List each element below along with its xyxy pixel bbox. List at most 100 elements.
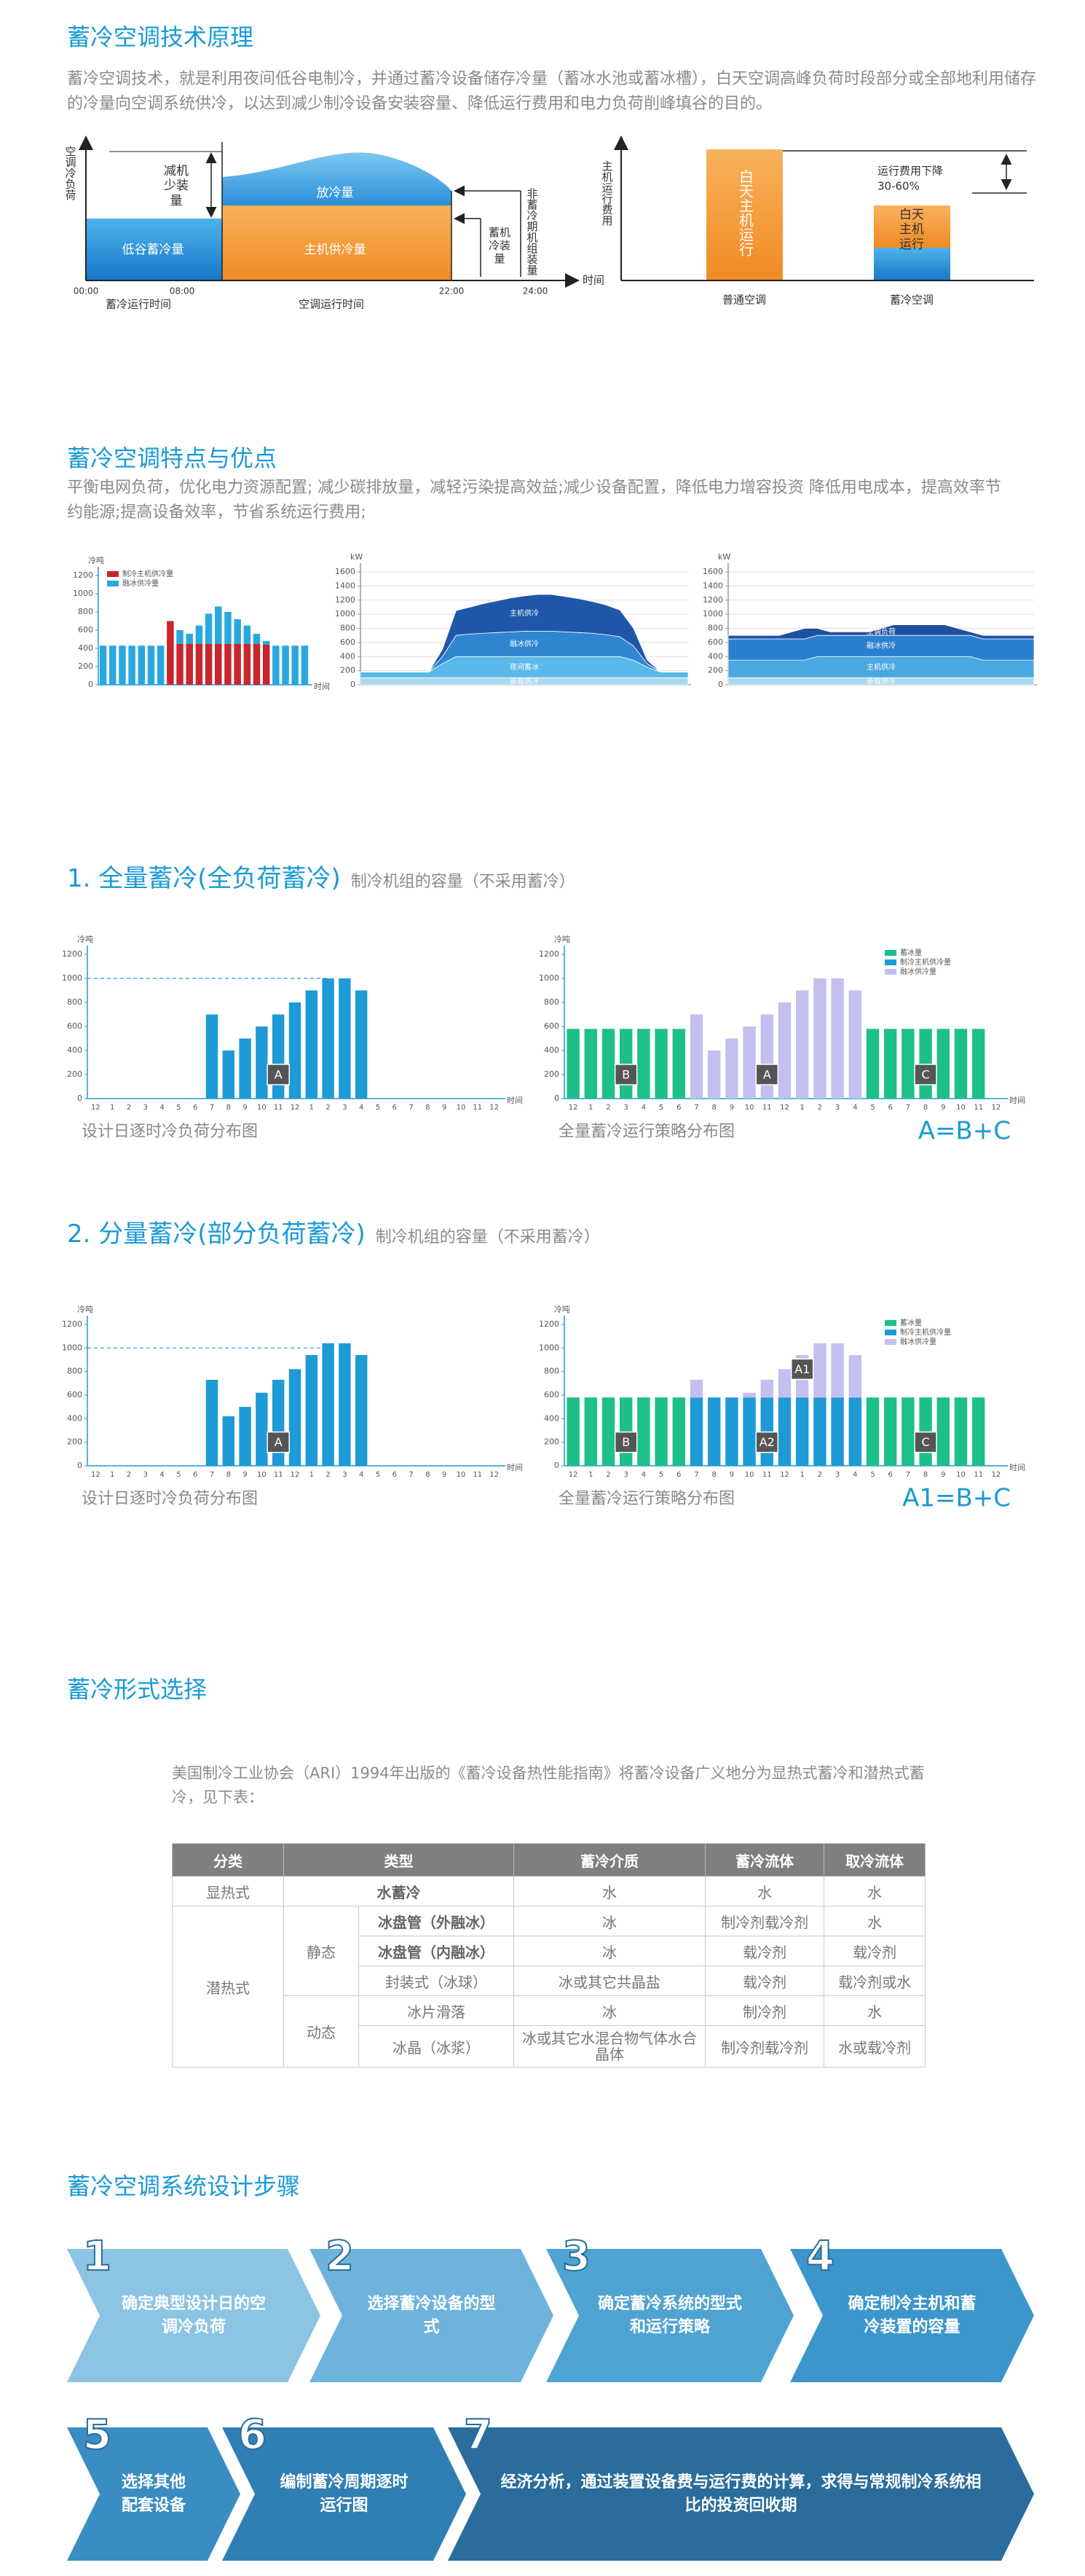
bar-segment — [919, 1029, 932, 1099]
bar-segment — [205, 643, 213, 685]
x-tick-label: 12 — [91, 1471, 100, 1479]
x-tick-label: 12 — [489, 1104, 499, 1112]
annotation-box — [614, 1064, 638, 1085]
annotation-box — [914, 1064, 937, 1085]
bar-label: 白天主机运行 — [899, 208, 924, 252]
x-tick-label: 10 — [745, 1471, 754, 1479]
bar-segment — [637, 1397, 650, 1466]
x-tick-label: 8 — [712, 1104, 717, 1112]
bar-segment — [601, 1029, 615, 1099]
y-tick-label: 600 — [67, 1390, 82, 1399]
y-tick-label: 200 — [67, 1069, 82, 1079]
area-label: 夜间蓄冰 — [510, 662, 539, 672]
legend-swatch — [885, 950, 896, 956]
bar-segment — [760, 1379, 774, 1398]
x-tick-label: 3 — [143, 1104, 148, 1112]
bar-label: 白天主机运行 — [737, 169, 754, 256]
y-tick-label: 1000 — [703, 609, 723, 619]
bar-segment — [637, 1029, 650, 1099]
cell: 冰盘管（外融冰） — [358, 1906, 514, 1936]
subheading: 制冷机组的容量（不采用蓄冷） — [350, 873, 575, 891]
bar-segment — [291, 645, 299, 685]
bar-segment — [157, 645, 165, 685]
bar-segment — [147, 645, 155, 685]
annotation: C — [922, 1435, 930, 1449]
bar-segment — [234, 619, 241, 644]
legend-swatch — [885, 1320, 896, 1326]
y-tick-label: 1000 — [62, 1343, 82, 1352]
bar-segment — [253, 643, 261, 685]
x-tick-label: 12 — [569, 1104, 578, 1112]
bar-segment — [954, 1029, 968, 1099]
bar-segment — [813, 1343, 826, 1398]
release-area — [222, 152, 451, 205]
bar-segment — [813, 978, 826, 1099]
bar — [339, 1343, 351, 1466]
x-tick-label: 7 — [906, 1104, 910, 1112]
x-tick-label: 4 — [159, 1104, 164, 1112]
x-tick-label: 3 — [342, 1471, 347, 1479]
x-tick-label: 12 — [569, 1471, 578, 1479]
cell: 水 — [704, 1876, 825, 1907]
section-title: 蓄冷空调系统设计步骤 — [67, 2172, 301, 2200]
x-tick-label: 1 — [309, 1471, 314, 1479]
bar-segment — [831, 978, 844, 1099]
cell: 水 — [824, 1906, 926, 1936]
legend-swatch — [107, 581, 119, 586]
x-tick-label: 12 — [992, 1104, 1001, 1112]
y-tick-label: 600 — [708, 637, 723, 647]
cell: 制冷剂 — [704, 1995, 825, 2026]
cost-bar — [874, 248, 950, 280]
table-row: 冰晶（冰浆） 冰或其它水混合物气体水合晶体 制冷剂载冷剂 水或载冷剂 — [173, 2025, 926, 2068]
step: 确定典型设计日的空调冷负荷 — [67, 2249, 320, 2382]
caption: 全量蓄冷运行策略分布图 — [559, 1490, 735, 1508]
x-tick-label: 6 — [392, 1104, 397, 1112]
y-tick-label: 600 — [544, 1021, 559, 1031]
bar-segment — [954, 1397, 968, 1466]
bar-segment — [672, 1029, 686, 1099]
x-tick-label: 9 — [941, 1471, 945, 1479]
y-tick-label: 1600 — [335, 567, 355, 576]
bar-segment — [601, 1397, 615, 1466]
x-tick-label: 1 — [110, 1104, 114, 1112]
x-tick-label: 11 — [974, 1471, 983, 1479]
bar — [272, 1014, 285, 1099]
x-tick-label: 4 — [642, 1104, 646, 1112]
step: 确定制冷主机和蓄冷装置的容量 — [790, 2249, 1034, 2382]
y-tick-label: 1000 — [539, 1343, 559, 1352]
valley-area — [86, 219, 222, 280]
x-tick-label: 11 — [974, 1104, 983, 1112]
annotation: A — [275, 1435, 283, 1449]
x-tick-label: 10 — [457, 1104, 466, 1112]
x-tick-label: 3 — [624, 1104, 628, 1112]
bar — [305, 1355, 318, 1466]
x-tick-label: 12 — [992, 1471, 1001, 1479]
bar — [222, 1051, 235, 1099]
bar-segment — [138, 645, 146, 685]
x-tick-label: 5 — [176, 1104, 181, 1112]
x-tick-label: 7 — [409, 1104, 413, 1112]
bar-segment — [186, 634, 193, 644]
x-tick-label: 1 — [309, 1104, 314, 1112]
th: 取冷流体 — [824, 1843, 926, 1877]
y-tick-label: 800 — [78, 607, 93, 616]
annotation-box — [614, 1431, 638, 1453]
area-label: 放冷量 — [317, 186, 354, 200]
x-tick-label: 12 — [291, 1471, 300, 1479]
bar — [288, 1002, 301, 1099]
y-tick-label: 0 — [88, 680, 93, 689]
bar-segment — [234, 643, 241, 685]
y-tick-label: 0 — [77, 1461, 82, 1470]
x-tick-label: 5 — [870, 1471, 875, 1479]
cell: 静态 — [283, 1906, 359, 1996]
annotation-box — [267, 1431, 290, 1453]
time-label: 08:00 — [170, 286, 195, 297]
cell: 制冷剂载冷剂 — [704, 2025, 825, 2068]
time-label: 22:00 — [439, 286, 465, 297]
y-tick-label: 200 — [544, 1069, 559, 1079]
y-tick-label: 200 — [708, 666, 723, 675]
x-axis-label: 时间 — [314, 682, 330, 691]
category-label: 蓄冷空调 — [890, 294, 934, 307]
x-tick-label: 8 — [712, 1471, 717, 1479]
